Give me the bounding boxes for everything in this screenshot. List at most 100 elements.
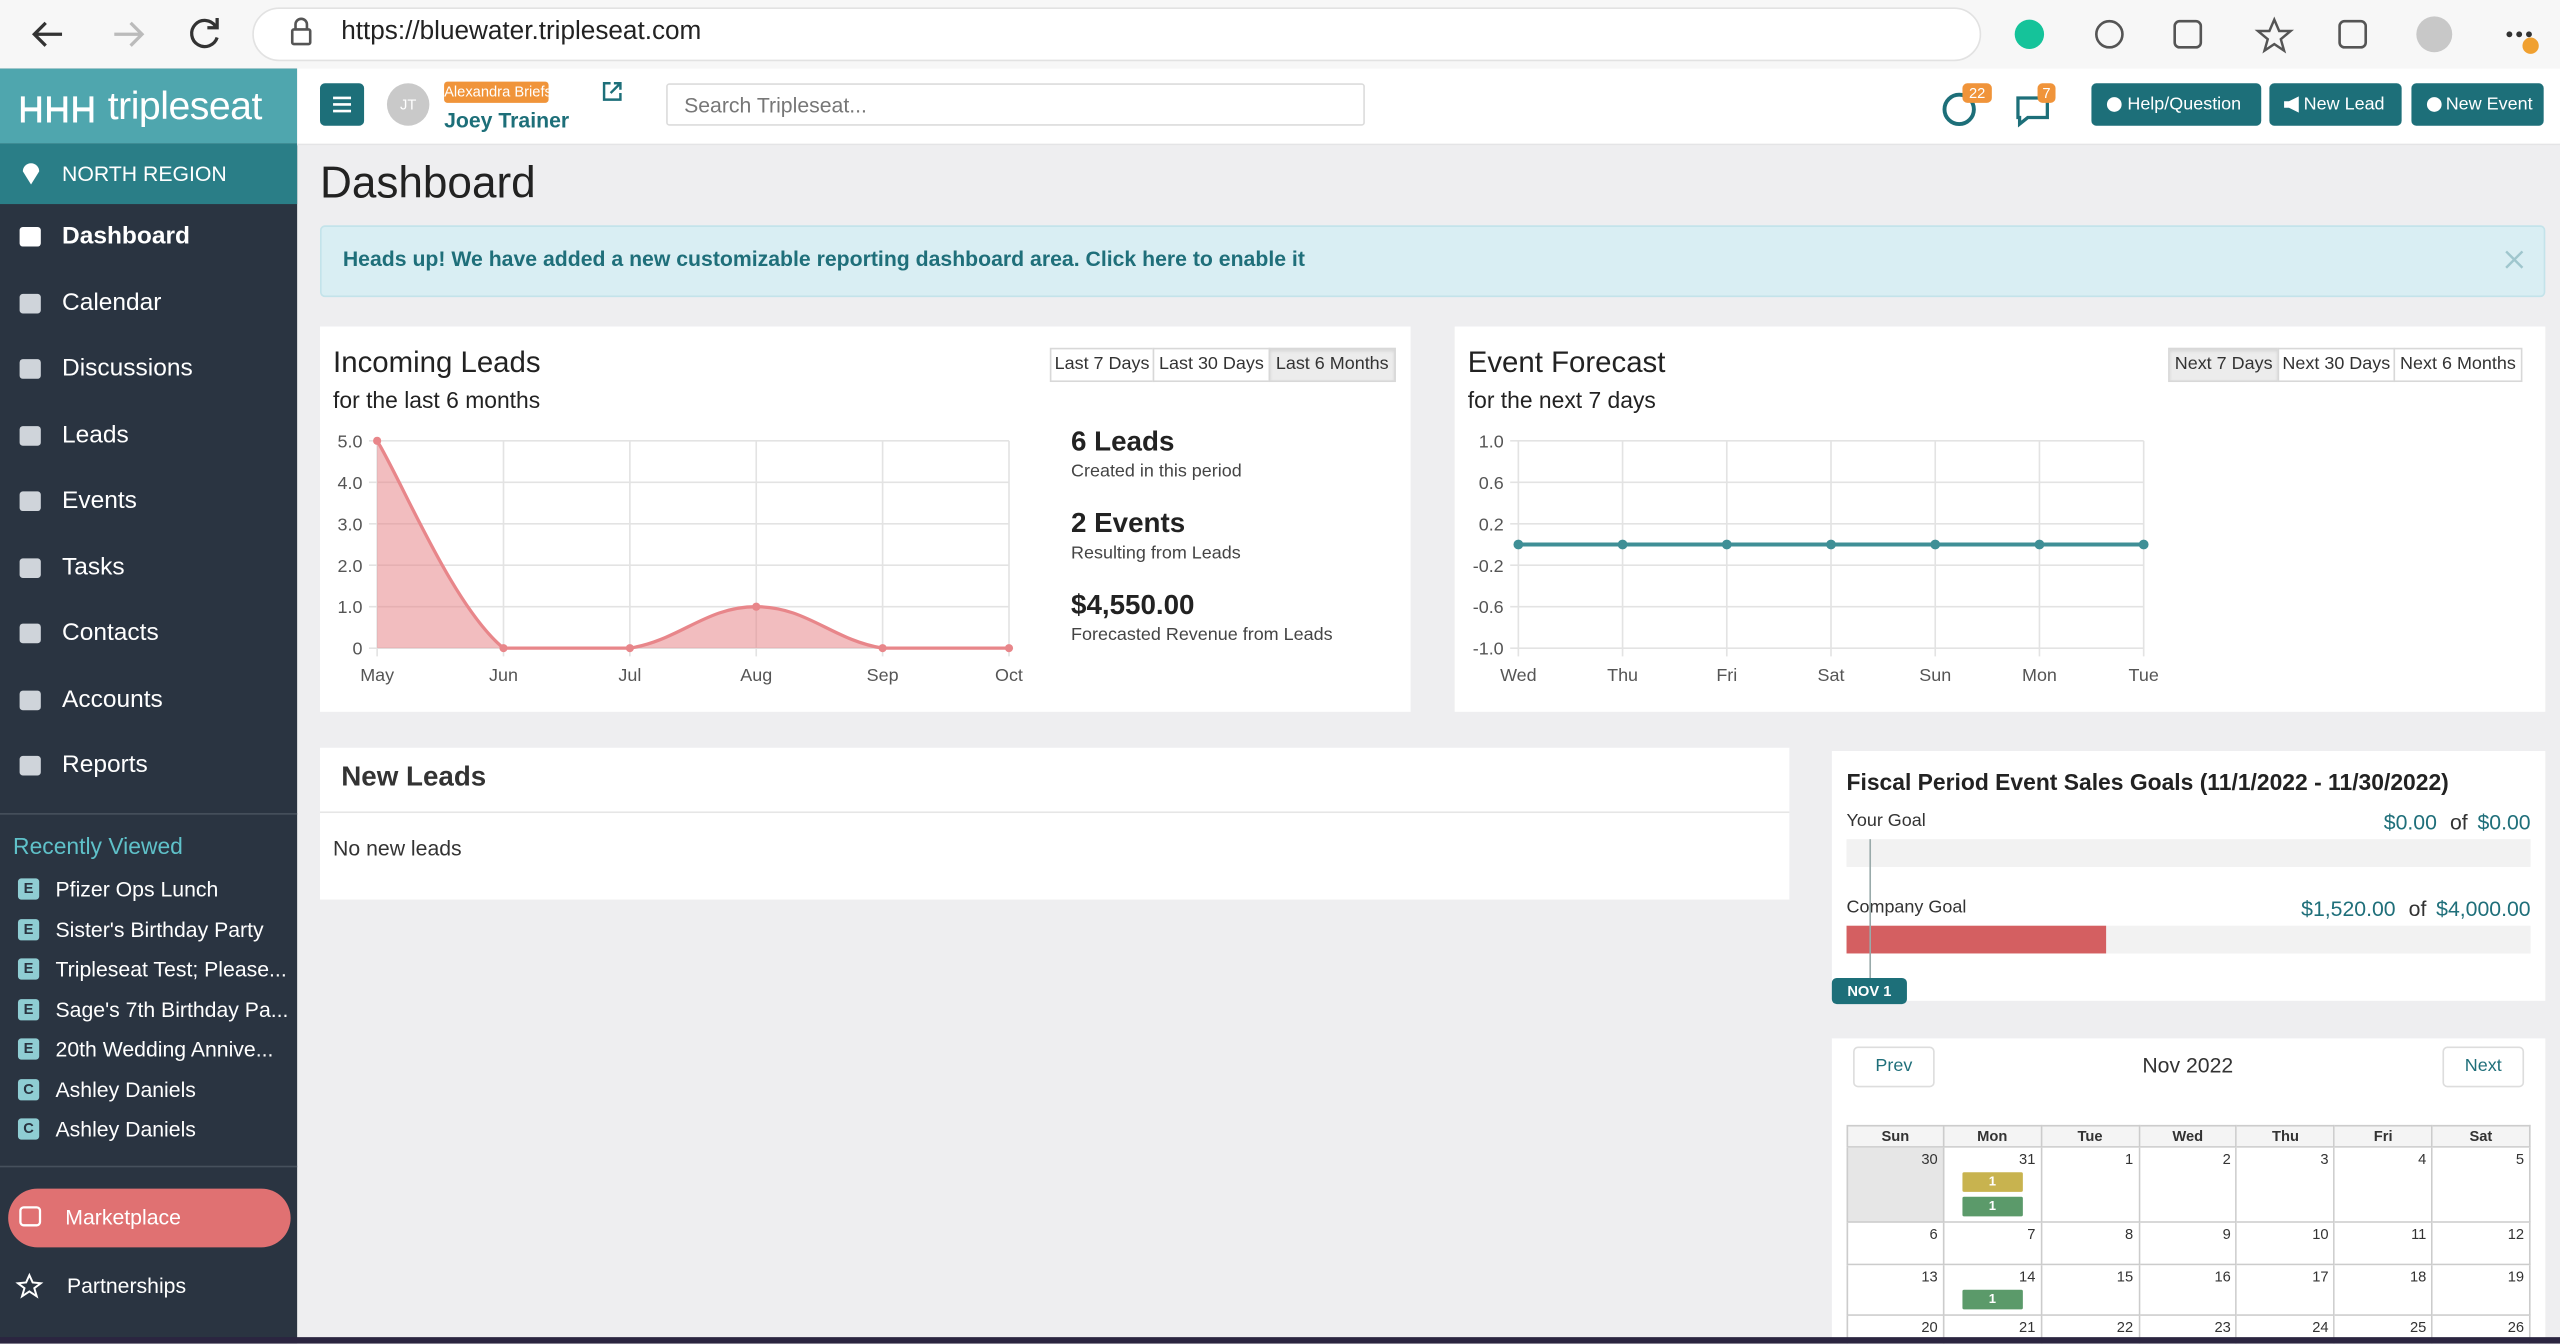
button-glyph — [2106, 97, 2122, 112]
day-number: 10 — [2312, 1226, 2329, 1243]
nav-item[interactable]: Contacts — [62, 618, 159, 647]
day-cell[interactable] — [2335, 1147, 2433, 1223]
nav-glyph — [19, 689, 41, 710]
day-cell[interactable] — [1846, 1222, 1945, 1266]
day-cell[interactable] — [2041, 1222, 2140, 1266]
nav-item[interactable]: Dashboard — [62, 222, 190, 250]
day-number: 12 — [2507, 1226, 2525, 1243]
top-button[interactable]: New Lead — [2269, 83, 2402, 126]
profile-icon[interactable] — [2416, 16, 2453, 53]
extension-icon[interactable] — [2095, 19, 2124, 49]
day-cell[interactable] — [2432, 1147, 2531, 1223]
user-name[interactable]: Joey Trainer — [444, 107, 570, 133]
day-cell[interactable] — [2335, 1265, 2433, 1316]
nav-item[interactable]: Events — [62, 486, 137, 515]
collections-icon[interactable] — [2338, 19, 2368, 49]
day-cell[interactable] — [2237, 1222, 2336, 1266]
url-text[interactable]: https://bluewater.tripleseat.com — [341, 17, 702, 46]
month-label: Nov 2022 — [2142, 1053, 2234, 1078]
button-icon — [2106, 97, 2122, 112]
panel — [320, 326, 1411, 712]
menu-dot[interactable] — [2526, 31, 2532, 38]
event-badge[interactable]: 1 — [1962, 1172, 2023, 1192]
day-number: 26 — [2507, 1319, 2525, 1336]
range-button[interactable]: Next 7 Days — [2168, 347, 2280, 383]
recent-item[interactable]: Pfizer Ops Lunch — [55, 876, 219, 902]
region[interactable]: NORTH REGION — [62, 161, 227, 187]
forward-button[interactable] — [114, 21, 145, 47]
goal-label: Company Goal — [1846, 897, 1967, 917]
hamburger-icon — [333, 96, 352, 113]
day-number: 18 — [2409, 1268, 2427, 1285]
prev-button[interactable]: Prev — [1853, 1046, 1935, 1088]
day-cell[interactable] — [2237, 1147, 2336, 1223]
day-number: 14 — [2019, 1268, 2036, 1285]
day-cell[interactable] — [2139, 1222, 2238, 1266]
range-button[interactable]: Next 6 Months — [2393, 347, 2523, 383]
day-cell[interactable] — [2432, 1222, 2531, 1266]
event-badge[interactable]: 1 — [1962, 1289, 2023, 1310]
range-button[interactable]: Last 30 Days — [1152, 347, 1271, 383]
reload-button[interactable] — [190, 17, 219, 49]
address-bar[interactable] — [252, 7, 1982, 62]
search-box[interactable] — [666, 83, 1365, 126]
day-cell[interactable] — [2139, 1265, 2238, 1316]
partnerships[interactable]: Partnerships — [66, 1273, 187, 1298]
recent-item[interactable]: Ashley Daniels — [55, 1076, 196, 1102]
menu-dot[interactable] — [2516, 31, 2523, 38]
day-number: 2 — [2222, 1151, 2231, 1168]
weekday: Mon — [1944, 1124, 2042, 1148]
marketplace-button[interactable] — [8, 1188, 291, 1248]
recent-badge: C — [17, 1118, 40, 1140]
nav-item[interactable]: Leads — [62, 420, 129, 449]
puzzle-icon[interactable] — [2173, 19, 2203, 49]
day-cell[interactable] — [2041, 1265, 2140, 1316]
nav-item[interactable]: Reports — [62, 751, 148, 779]
day-cell[interactable] — [2041, 1147, 2140, 1223]
message-count[interactable]: 7 — [2037, 83, 2056, 103]
marketplace-label[interactable]: Marketplace — [65, 1204, 181, 1230]
recent-item[interactable]: Sister's Birthday Party — [55, 916, 264, 942]
day-cell[interactable] — [2139, 1147, 2238, 1223]
grammarly-icon[interactable] — [2014, 19, 2045, 49]
weekday: Tue — [2041, 1124, 2140, 1148]
nav-item[interactable]: Calendar — [62, 288, 162, 316]
recent-item[interactable]: Tripleseat Test; Please... — [55, 956, 287, 982]
top-button[interactable]: New Event — [2411, 83, 2544, 126]
notification-count[interactable]: 22 — [1962, 83, 1992, 103]
recent-item[interactable]: Ashley Daniels — [55, 1116, 196, 1142]
nav-glyph — [19, 359, 41, 379]
nav-item[interactable]: Accounts — [62, 684, 163, 713]
back-button[interactable] — [31, 21, 63, 47]
range-button[interactable]: Last 6 Months — [1268, 347, 1396, 383]
recent-item[interactable]: Sage's 7th Birthday Pa... — [55, 996, 289, 1022]
range-button[interactable]: Next 30 Days — [2277, 347, 2396, 383]
day-cell[interactable] — [1944, 1222, 2042, 1266]
globe-icon — [1942, 92, 1976, 127]
top-button[interactable]: Help/Question — [2091, 83, 2262, 126]
next-button[interactable]: Next — [2442, 1046, 2525, 1088]
nav-glyph — [19, 557, 41, 578]
recent-item[interactable]: 20th Wedding Annive... — [55, 1036, 274, 1062]
day-cell[interactable] — [2237, 1265, 2336, 1316]
store-glyph — [19, 1206, 42, 1227]
day-cell[interactable] — [1846, 1147, 1945, 1223]
button-glyph — [2426, 97, 2442, 112]
day-cell[interactable] — [2335, 1222, 2433, 1266]
day-number: 17 — [2312, 1268, 2329, 1285]
alert-text[interactable]: Heads up! We have added a new customizab… — [342, 246, 1305, 272]
ext-glyph — [602, 82, 622, 101]
favorites-icon[interactable] — [2254, 16, 2294, 54]
day-cell[interactable] — [1846, 1265, 1945, 1316]
menu-dot[interactable] — [2506, 31, 2513, 38]
range-button[interactable]: Last 7 Days — [1049, 347, 1155, 383]
nav-item[interactable]: Tasks — [62, 552, 125, 581]
divider — [0, 813, 298, 815]
day-number: 25 — [2409, 1319, 2427, 1336]
day-number: 11 — [2411, 1226, 2427, 1243]
nav-item[interactable]: Discussions — [62, 354, 193, 383]
day-cell[interactable] — [2432, 1265, 2531, 1316]
day-number: 20 — [1921, 1319, 1938, 1336]
event-badge[interactable]: 1 — [1962, 1195, 2023, 1216]
